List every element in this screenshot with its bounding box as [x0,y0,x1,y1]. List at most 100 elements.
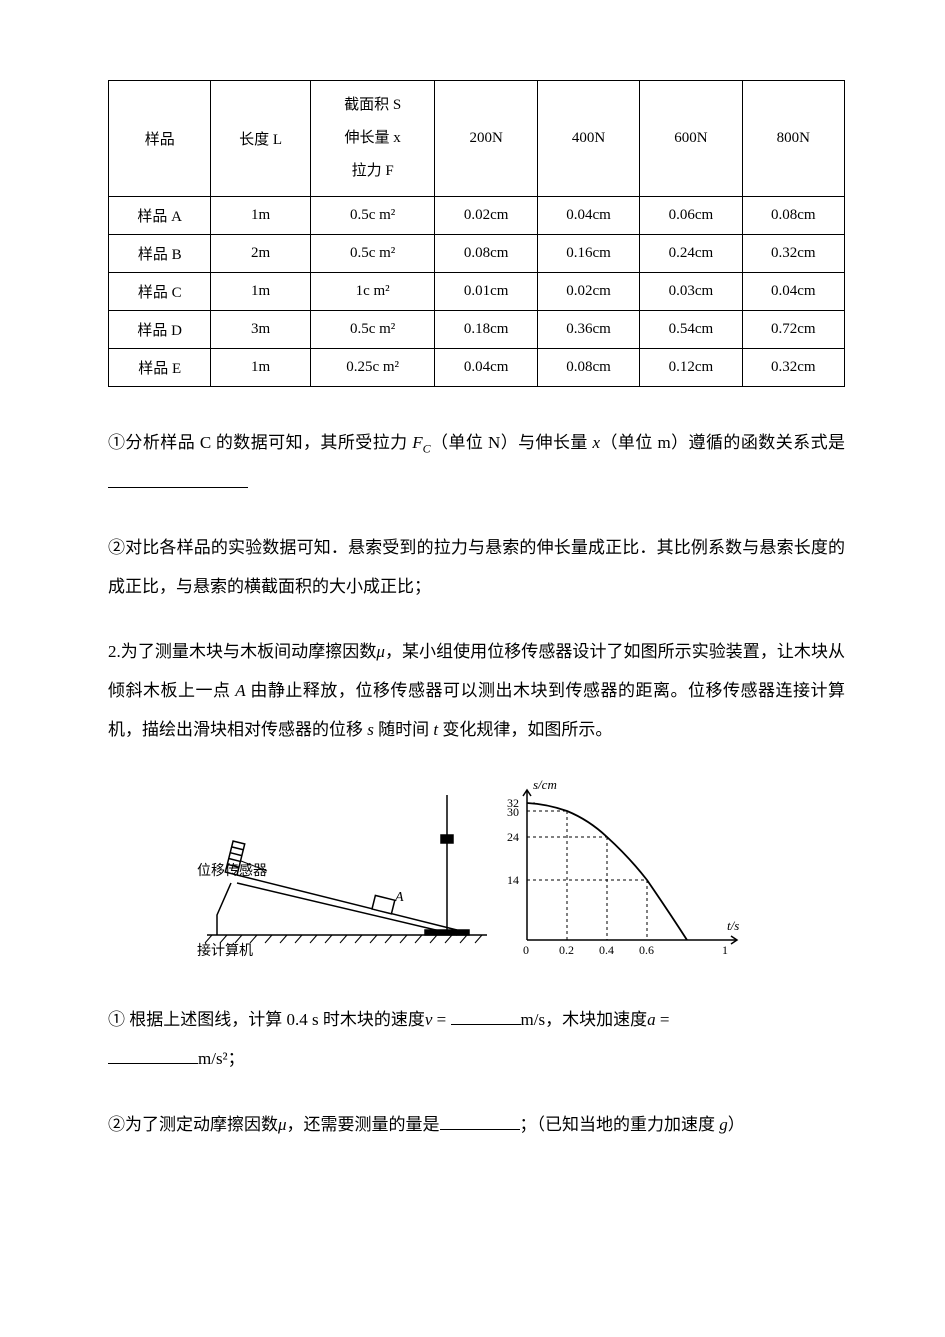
col-600n: 600N [640,81,742,197]
cell-name: 样品 A [109,197,211,235]
col-area-header: 截面积 S 伸长量 x 拉力 F [310,81,435,197]
ytick-30: 30 [507,805,519,819]
cell-600: 0.06cm [640,197,742,235]
var-a: a [647,1010,656,1029]
cell-name: 样品 E [109,349,211,387]
cell-S: 0.5c m² [310,311,435,349]
blank-fill [440,1113,520,1130]
text: = [656,1010,670,1029]
text: （单位 m）遵循的函数关系式是 [600,433,845,452]
xtick-02: 0.2 [559,943,574,957]
cell-800: 0.32cm [742,235,844,273]
xtick-0: 0 [523,943,529,957]
cell-L: 1m [211,197,310,235]
text: ②对比各样品的实验数据可知．悬索受到的拉力与悬索的伸长量成正比．其比例系数与悬索… [108,538,845,596]
table-body: 样品 A 1m 0.5c m² 0.02cm 0.04cm 0.06cm 0.0… [109,197,845,387]
cell-200: 0.18cm [435,311,537,349]
var-A: A [235,681,245,700]
cell-400: 0.16cm [537,235,639,273]
cell-800: 0.32cm [742,349,844,387]
text: （单位 N）与伸长量 [431,433,593,452]
text: ；（已知当地的重力加速度 [520,1115,720,1134]
col-area-line1: 截面积 S [317,89,429,122]
samples-table: 样品 长度 L 截面积 S 伸长量 x 拉力 F 200N 400N 600N … [108,80,845,387]
table-row: 样品 B 2m 0.5c m² 0.08cm 0.16cm 0.24cm 0.3… [109,235,845,273]
question-2-1: ① 根据上述图线，计算 0.4 s 时木块的速度v = m/s，木块加速度a =… [108,1000,845,1078]
text: ，还需要测量的量是 [287,1115,440,1134]
label-point-A: A [394,890,404,905]
cell-600: 0.54cm [640,311,742,349]
ytick-24: 24 [507,830,519,844]
table-row: 样品 E 1m 0.25c m² 0.04cm 0.08cm 0.12cm 0.… [109,349,845,387]
var-s: s [367,720,374,739]
text: ②为了测定动摩擦因数 [108,1115,278,1134]
cell-name: 样品 D [109,311,211,349]
displacement-curve [527,803,687,940]
cell-200: 0.04cm [435,349,537,387]
cell-name: 样品 C [109,273,211,311]
cell-S: 0.5c m² [310,235,435,273]
table-header-row: 样品 长度 L 截面积 S 伸长量 x 拉力 F 200N 400N 600N … [109,81,845,197]
var-mu: μ [376,642,385,661]
cell-200: 0.01cm [435,273,537,311]
table-row: 样品 C 1m 1c m² 0.01cm 0.02cm 0.03cm 0.04c… [109,273,845,311]
text: = [432,1010,450,1029]
text: ） [728,1115,745,1134]
ytick-14: 14 [507,873,519,887]
col-area-line2: 伸长量 x [317,122,429,155]
table-row: 样品 A 1m 0.5c m² 0.02cm 0.04cm 0.06cm 0.0… [109,197,845,235]
cell-800: 0.04cm [742,273,844,311]
apparatus-and-chart-svg: A 位移传感器 接计算机 s/cm t/s 32 [197,775,757,965]
cell-800: 0.72cm [742,311,844,349]
y-axis-label: s/cm [533,777,557,792]
text: ① 根据上述图线，计算 0.4 s 时木块的速度 [108,1010,425,1029]
cell-S: 0.5c m² [310,197,435,235]
figure-container: A 位移传感器 接计算机 s/cm t/s 32 [108,775,845,970]
blank-fill [451,1008,521,1025]
x-axis-label: t/s [727,918,739,933]
col-sample: 样品 [109,81,211,197]
cell-400: 0.36cm [537,311,639,349]
cell-600: 0.24cm [640,235,742,273]
text: 随时间 [374,720,434,739]
cell-L: 1m [211,349,310,387]
cell-name: 样品 B [109,235,211,273]
cell-600: 0.03cm [640,273,742,311]
cell-400: 0.08cm [537,349,639,387]
question-2-intro: 2.为了测量木块与木板间动摩擦因数μ，某小组使用位移传感器设计了如图所示实验装置… [108,632,845,749]
xtick-1: 1 [722,943,728,957]
cell-600: 0.12cm [640,349,742,387]
label-computer: 接计算机 [197,942,253,959]
cell-200: 0.08cm [435,235,537,273]
chart-group: s/cm t/s 32 30 24 14 0 0.2 0.4 0.6 1 [507,777,739,957]
table-row: 样品 D 3m 0.5c m² 0.18cm 0.36cm 0.54cm 0.7… [109,311,845,349]
text: 2.为了测量木块与木板间动摩擦因数 [108,642,376,661]
blank-fill [108,1047,198,1064]
text: ①分析样品 C 的数据可知，其所受拉力 [108,433,412,452]
col-200n: 200N [435,81,537,197]
cell-L: 3m [211,311,310,349]
cell-400: 0.02cm [537,273,639,311]
cell-200: 0.02cm [435,197,537,235]
var-mu: μ [278,1115,287,1134]
text: m/s，木块加速度 [521,1010,648,1029]
col-length: 长度 L [211,81,310,197]
col-400n: 400N [537,81,639,197]
question-1-2: ②对比各样品的实验数据可知．悬索受到的拉力与悬索的伸长量成正比．其比例系数与悬索… [108,528,845,606]
var-x: x [593,433,601,452]
text: 变化规律，如图所示。 [438,720,612,739]
cell-400: 0.04cm [537,197,639,235]
xtick-06: 0.6 [639,943,654,957]
var-g: g [719,1115,728,1134]
var-Fc-sub: C [423,441,431,455]
text: m/s²； [198,1049,245,1068]
question-2-2: ②为了测定动摩擦因数μ，还需要测量的量是 ；（已知当地的重力加速度 g） [108,1105,845,1144]
cell-S: 1c m² [310,273,435,311]
page: 样品 长度 L 截面积 S 伸长量 x 拉力 F 200N 400N 600N … [0,0,945,1337]
blank-fill [108,471,248,488]
cell-800: 0.08cm [742,197,844,235]
label-sensor: 位移传感器 [197,862,267,879]
xtick-04: 0.4 [599,943,614,957]
var-Fc: F [412,433,422,452]
cell-L: 1m [211,273,310,311]
